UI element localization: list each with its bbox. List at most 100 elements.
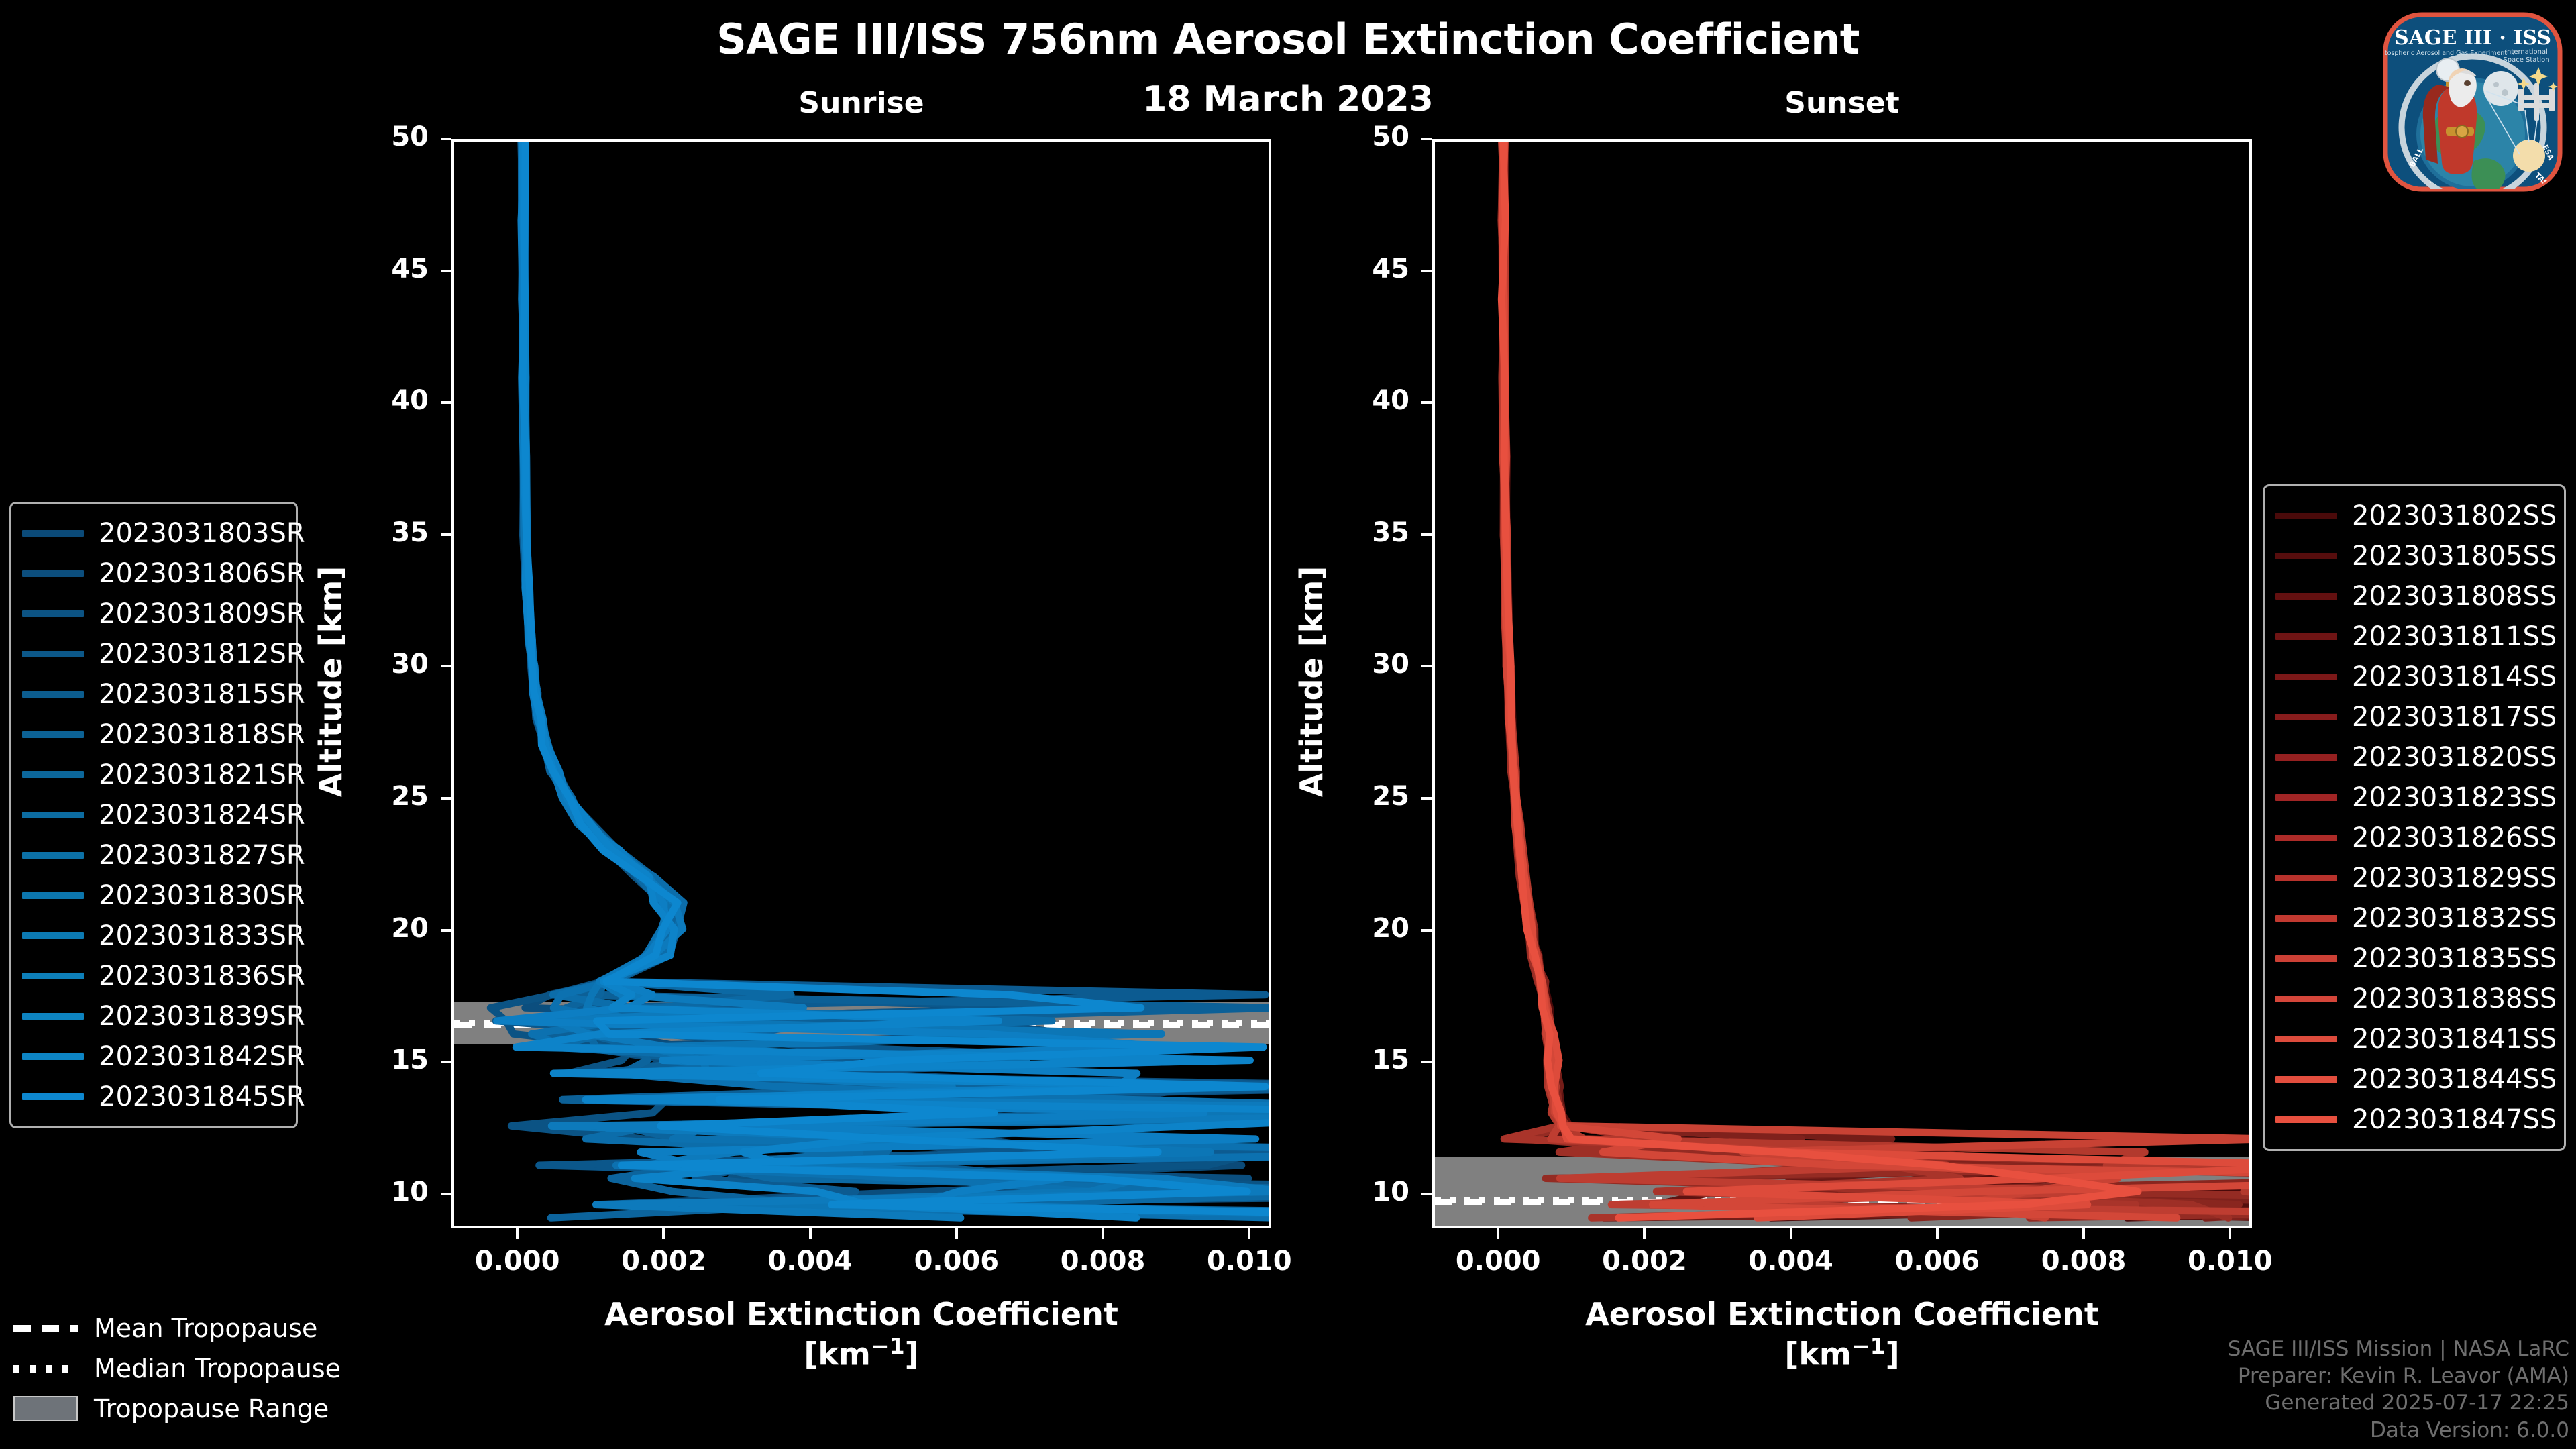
xtick-mark-sunrise-0.008 [1102, 1228, 1105, 1239]
ytick-mark-sunrise-35 [441, 533, 451, 536]
legend-item-sunset[interactable]: 2023031826SS [2275, 818, 2557, 858]
legend-item-label: 2023031826SS [2352, 822, 2557, 853]
legend-item-sunset[interactable]: 2023031838SS [2275, 979, 2557, 1019]
legend-item-sunrise[interactable]: 2023031836SR [22, 956, 305, 996]
legend-item-sunrise[interactable]: 2023031842SR [22, 1036, 305, 1077]
legend-color-swatch [22, 973, 84, 979]
legend-color-swatch [22, 691, 84, 698]
profile-lines-sunrise [454, 142, 1269, 1226]
ytick-label-sunrise-45: 45 [391, 253, 429, 284]
ytick-label-sunset-40: 40 [1372, 385, 1409, 417]
legend-item-label: 2023031817SS [2352, 702, 2557, 733]
xtick-label-sunset-0.010: 0.010 [2188, 1246, 2273, 1277]
legend-item-sunrise[interactable]: 2023031806SR [22, 553, 305, 594]
legend-item-sunset[interactable]: 2023031805SS [2275, 536, 2557, 576]
legend-item-label: 2023031811SS [2352, 621, 2557, 652]
ytick-label-sunrise-15: 15 [391, 1044, 429, 1076]
legend-item-sunrise[interactable]: 2023031845SR [22, 1077, 305, 1117]
legend-item-sunset[interactable]: 2023031817SS [2275, 697, 2557, 737]
legend-item-sunrise[interactable]: 2023031833SR [22, 916, 305, 956]
ytick-mark-sunset-45 [1421, 269, 1432, 272]
xaxis-title-line1-sunrise: Aerosol Extinction Coefficient [604, 1296, 1118, 1332]
legend-color-swatch [22, 1053, 84, 1060]
yaxis-title-sunset: Altitude [km] [1293, 566, 1330, 798]
legend-item-sunrise[interactable]: 2023031812SR [22, 634, 305, 674]
legend-color-swatch [2275, 1036, 2337, 1042]
svg-text:SAGE III · ISS: SAGE III · ISS [2394, 26, 2551, 50]
legend-color-swatch [22, 731, 84, 738]
ytick-mark-sunrise-15 [441, 1061, 451, 1064]
ytick-label-sunset-50: 50 [1372, 121, 1409, 152]
legend-item-sunset[interactable]: 2023031811SS [2275, 616, 2557, 657]
legend-item-label: 2023031845SR [99, 1081, 305, 1112]
legend-item-label: 2023031823SS [2352, 782, 2557, 813]
legend-item-sunset[interactable]: 2023031841SS [2275, 1019, 2557, 1059]
legend-color-swatch [2275, 513, 2337, 519]
legend-item-sunrise[interactable]: 2023031815SR [22, 674, 305, 714]
legend-item-label: 2023031827SR [99, 840, 305, 871]
ytick-label-sunrise-50: 50 [391, 121, 429, 152]
legend-item-sunset[interactable]: 2023031802SS [2275, 496, 2557, 536]
plot-panel-sunset[interactable] [1432, 139, 2252, 1228]
legend-item-label: 2023031838SS [2352, 983, 2557, 1014]
legend-item-label: 2023031824SR [99, 800, 305, 830]
ytick-label-sunset-15: 15 [1372, 1044, 1409, 1076]
xaxis-title-units-sunset: [km−1] [1784, 1333, 1900, 1373]
ytick-label-sunset-45: 45 [1372, 253, 1409, 284]
xtick-mark-sunrise-0.004 [808, 1228, 812, 1239]
legend-color-swatch [2275, 996, 2337, 1002]
legend-item-label: 2023031812SR [99, 639, 305, 669]
legend-item-label: 2023031833SR [99, 920, 305, 951]
legend-item-label: 2023031818SR [99, 719, 305, 750]
legend-item-sunset[interactable]: 2023031808SS [2275, 576, 2557, 616]
legend-sunset[interactable]: 2023031802SS 2023031805SS 2023031808SS 2023… [2263, 484, 2566, 1151]
legend-color-swatch [2275, 714, 2337, 720]
legend-color-swatch [2275, 1116, 2337, 1123]
legend-item-sunset[interactable]: 2023031847SS [2275, 1099, 2557, 1140]
legend-item-label: 2023031847SS [2352, 1104, 2557, 1135]
legend-item-sunrise[interactable]: 2023031803SR [22, 513, 305, 553]
legend-item-sunrise[interactable]: 2023031821SR [22, 755, 305, 795]
legend-item-sunrise[interactable]: 2023031839SR [22, 996, 305, 1036]
legend-item-label: 2023031829SS [2352, 863, 2557, 894]
legend-item-sunrise[interactable]: 2023031809SR [22, 594, 305, 634]
ytick-mark-sunset-35 [1421, 533, 1432, 536]
xaxis-title-sunrise: Aerosol Extinction Coefficient [km−1] [451, 1295, 1271, 1373]
xtick-mark-sunset-0.000 [1497, 1228, 1500, 1239]
xtick-mark-sunrise-0.000 [516, 1228, 519, 1239]
tropopause-range-label: Tropopause Range [94, 1394, 329, 1424]
xtick-mark-sunrise-0.002 [662, 1228, 665, 1239]
xtick-mark-sunset-0.006 [1935, 1228, 1939, 1239]
legend-item-sunset[interactable]: 2023031835SS [2275, 938, 2557, 979]
legend-color-swatch [22, 852, 84, 859]
xtick-label-sunrise-0.002: 0.002 [621, 1246, 706, 1277]
plot-panel-sunrise[interactable] [451, 139, 1271, 1228]
xtick-label-sunset-0.000: 0.000 [1455, 1246, 1541, 1277]
legend-item-sunset[interactable]: 2023031829SS [2275, 858, 2557, 898]
credits-mission: SAGE III/ISS Mission | NASA LaRC [2227, 1336, 2569, 1361]
xtick-label-sunrise-0.010: 0.010 [1207, 1246, 1292, 1277]
legend-color-swatch [22, 530, 84, 537]
legend-item-sunrise[interactable]: 2023031830SR [22, 875, 305, 916]
legend-item-sunset[interactable]: 2023031832SS [2275, 898, 2557, 938]
ytick-label-sunset-10: 10 [1372, 1176, 1409, 1208]
legend-item-sunset[interactable]: 2023031823SS [2275, 777, 2557, 818]
legend-item-label: 2023031803SR [99, 518, 305, 549]
xtick-label-sunset-0.002: 0.002 [1602, 1246, 1687, 1277]
legend-item-label: 2023031805SS [2352, 541, 2557, 572]
legend-item-sunrise[interactable]: 2023031827SR [22, 835, 305, 875]
legend-item-sunset[interactable]: 2023031814SS [2275, 657, 2557, 697]
legend-item-sunset[interactable]: 2023031844SS [2275, 1059, 2557, 1099]
legend-item-sunrise[interactable]: 2023031818SR [22, 714, 305, 755]
legend-color-swatch [22, 651, 84, 657]
legend-color-swatch [22, 932, 84, 939]
svg-text:Stratospheric Aerosol and Gas: Stratospheric Aerosol and Gas Experiment… [2373, 50, 2515, 57]
legend-item-label: 2023031814SS [2352, 661, 2557, 692]
tropopause-legend-mean: Mean Tropopause [13, 1308, 416, 1348]
sage-iii-iss-logo: SAGE III · ISS Stratospheric Aerosol and… [2373, 3, 2572, 201]
legend-item-sunrise[interactable]: 2023031824SR [22, 795, 305, 835]
legend-sunrise[interactable]: 2023031803SR 2023031806SR 2023031809SR 2023… [9, 502, 305, 1128]
legend-item-label: 2023031815SR [99, 679, 305, 710]
xtick-label-sunset-0.004: 0.004 [1748, 1246, 1833, 1277]
legend-item-sunset[interactable]: 2023031820SS [2275, 737, 2557, 777]
